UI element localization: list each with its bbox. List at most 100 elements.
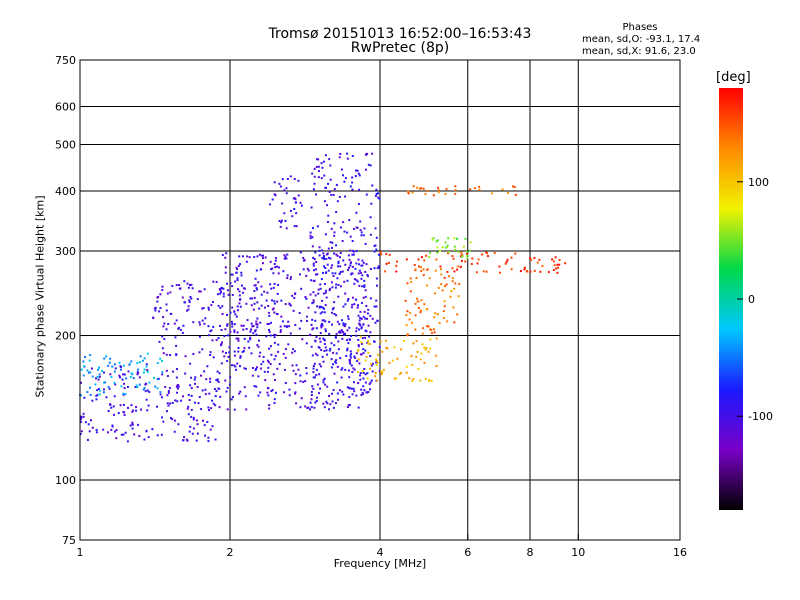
data-point	[184, 372, 187, 375]
data-point	[226, 282, 229, 285]
data-point	[263, 370, 266, 373]
data-point	[279, 325, 282, 328]
data-point	[369, 381, 372, 384]
data-point	[315, 373, 318, 376]
data-point	[330, 281, 333, 284]
data-point	[369, 233, 372, 236]
data-point	[335, 210, 338, 213]
data-point	[187, 286, 190, 289]
data-point	[203, 370, 206, 373]
data-point	[330, 311, 333, 314]
data-point	[357, 344, 360, 347]
data-point	[355, 330, 358, 333]
data-point	[415, 340, 418, 343]
data-point	[122, 392, 125, 395]
data-point	[314, 401, 317, 404]
data-point	[309, 231, 312, 234]
data-point	[362, 261, 365, 264]
data-point	[336, 254, 339, 257]
data-point	[419, 358, 422, 361]
data-point	[376, 284, 379, 287]
data-point	[324, 267, 327, 270]
data-point	[329, 347, 332, 350]
data-point	[271, 198, 274, 201]
data-point	[360, 342, 363, 345]
data-point	[335, 253, 338, 256]
data-point	[242, 324, 245, 327]
data-point	[435, 240, 438, 243]
data-point	[359, 335, 362, 338]
data-point	[422, 274, 425, 277]
data-point	[339, 153, 342, 156]
data-point	[220, 328, 223, 331]
data-point	[405, 371, 408, 374]
data-point	[262, 360, 265, 363]
data-point	[316, 383, 319, 386]
data-point	[179, 287, 182, 290]
data-point	[109, 373, 112, 376]
data-point	[501, 188, 504, 191]
data-point	[273, 181, 276, 184]
data-point	[192, 416, 195, 419]
data-point	[465, 252, 468, 255]
data-point	[342, 322, 345, 325]
data-point	[457, 295, 460, 298]
data-point	[371, 152, 374, 155]
data-point	[107, 431, 110, 434]
data-point	[107, 364, 110, 367]
data-point	[420, 187, 423, 190]
data-point	[226, 323, 229, 326]
data-point	[430, 379, 433, 382]
data-point	[175, 385, 178, 388]
data-point	[319, 340, 322, 343]
data-point	[444, 241, 447, 244]
data-point	[294, 323, 297, 326]
data-point	[168, 387, 171, 390]
data-point	[465, 250, 468, 253]
data-point	[276, 367, 279, 370]
data-point	[237, 337, 240, 340]
data-point	[222, 295, 225, 298]
data-point	[353, 303, 356, 306]
data-point	[201, 307, 204, 310]
x-ticks: 1 2 4 6 8 10 16	[77, 534, 687, 559]
data-point	[233, 323, 236, 326]
data-point	[377, 192, 380, 195]
data-point	[346, 299, 349, 302]
data-point	[118, 361, 121, 364]
data-point	[105, 355, 108, 358]
data-point	[456, 265, 459, 268]
data-point	[400, 371, 403, 374]
data-point	[453, 321, 456, 324]
data-point	[239, 263, 242, 266]
data-point	[238, 392, 241, 395]
data-point	[359, 271, 362, 274]
data-point	[213, 387, 216, 390]
data-point	[167, 389, 170, 392]
data-point	[126, 440, 129, 443]
data-point	[357, 258, 360, 261]
data-point	[173, 430, 176, 433]
data-point	[297, 194, 300, 197]
data-point	[367, 390, 370, 393]
data-point	[87, 423, 90, 426]
data-point	[285, 257, 288, 260]
data-point	[312, 256, 315, 259]
data-point	[330, 392, 333, 395]
data-point	[159, 391, 162, 394]
data-point	[176, 391, 179, 394]
data-point	[157, 295, 160, 298]
data-point	[235, 315, 238, 318]
data-point	[338, 195, 341, 198]
data-point	[485, 270, 488, 273]
data-point	[333, 188, 336, 191]
data-point	[504, 262, 507, 265]
data-point	[323, 283, 326, 286]
data-point	[322, 160, 325, 163]
data-point	[370, 364, 373, 367]
data-point	[269, 363, 272, 366]
data-point	[294, 382, 297, 385]
data-point	[468, 249, 471, 252]
data-point	[184, 355, 187, 358]
